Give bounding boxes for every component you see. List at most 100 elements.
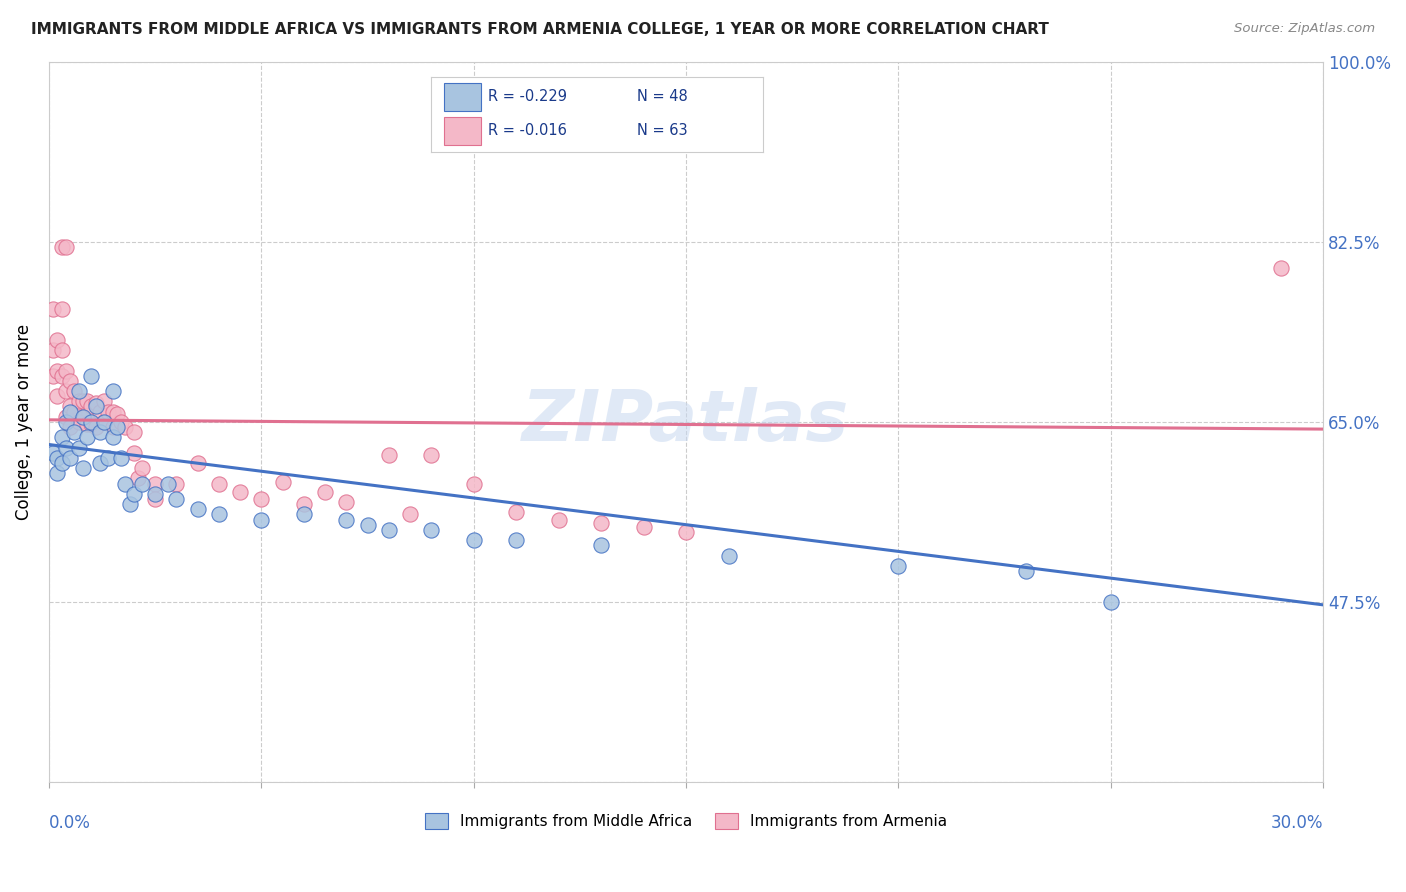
- Point: [46, 467, 69, 481]
- Point: [46, 450, 69, 465]
- Point: [59, 374, 82, 388]
- Point: [420, 448, 443, 462]
- Point: [131, 461, 153, 475]
- Point: [143, 487, 166, 501]
- Point: [229, 484, 252, 499]
- Point: [63, 425, 86, 440]
- Point: [51, 301, 73, 316]
- Point: [122, 425, 145, 440]
- Point: [55, 384, 77, 398]
- Point: [377, 523, 399, 537]
- Point: [399, 508, 422, 522]
- Point: [76, 430, 98, 444]
- Point: [93, 394, 115, 409]
- Point: [46, 389, 69, 403]
- Point: [105, 407, 128, 421]
- Point: [72, 461, 94, 475]
- Point: [335, 495, 357, 509]
- Point: [420, 523, 443, 537]
- Point: [72, 409, 94, 424]
- Point: [271, 475, 294, 489]
- Point: [97, 404, 120, 418]
- Point: [76, 417, 98, 431]
- Point: [250, 512, 273, 526]
- Point: [42, 343, 65, 357]
- Point: [1099, 595, 1122, 609]
- Point: [122, 487, 145, 501]
- Point: [131, 476, 153, 491]
- Point: [292, 497, 315, 511]
- Y-axis label: College, 1 year or more: College, 1 year or more: [15, 324, 32, 520]
- Text: ZIPatlas: ZIPatlas: [523, 387, 849, 457]
- Point: [463, 476, 485, 491]
- Point: [335, 512, 357, 526]
- Point: [80, 417, 103, 431]
- Point: [59, 404, 82, 418]
- Point: [114, 420, 136, 434]
- Point: [208, 508, 231, 522]
- Legend: Immigrants from Middle Africa, Immigrants from Armenia: Immigrants from Middle Africa, Immigrant…: [419, 807, 953, 835]
- Point: [717, 549, 740, 563]
- Point: [63, 384, 86, 398]
- Point: [314, 484, 336, 499]
- Point: [80, 368, 103, 383]
- Point: [1270, 260, 1292, 275]
- Point: [356, 517, 378, 532]
- Point: [55, 363, 77, 377]
- Point: [110, 415, 132, 429]
- Point: [187, 456, 209, 470]
- Point: [55, 441, 77, 455]
- Point: [505, 505, 527, 519]
- Point: [67, 384, 90, 398]
- Text: 30.0%: 30.0%: [1271, 814, 1323, 832]
- Point: [97, 450, 120, 465]
- Point: [292, 508, 315, 522]
- Point: [76, 394, 98, 409]
- Point: [46, 333, 69, 347]
- Point: [72, 409, 94, 424]
- Point: [67, 441, 90, 455]
- Text: Source: ZipAtlas.com: Source: ZipAtlas.com: [1234, 22, 1375, 36]
- Point: [51, 240, 73, 254]
- Point: [675, 524, 697, 539]
- Point: [42, 368, 65, 383]
- Point: [89, 456, 111, 470]
- Point: [101, 384, 124, 398]
- Point: [84, 400, 107, 414]
- Point: [51, 343, 73, 357]
- Point: [887, 558, 910, 573]
- Point: [463, 533, 485, 547]
- Point: [42, 301, 65, 316]
- Point: [250, 491, 273, 506]
- Point: [59, 400, 82, 414]
- Point: [122, 446, 145, 460]
- Point: [187, 502, 209, 516]
- Point: [51, 368, 73, 383]
- Point: [165, 476, 187, 491]
- Point: [84, 420, 107, 434]
- Point: [127, 471, 149, 485]
- Point: [110, 450, 132, 465]
- Point: [591, 516, 613, 530]
- Point: [101, 420, 124, 434]
- Point: [89, 425, 111, 440]
- Point: [67, 415, 90, 429]
- Point: [67, 394, 90, 409]
- Point: [80, 400, 103, 414]
- Point: [84, 396, 107, 410]
- Point: [547, 512, 569, 526]
- Point: [93, 415, 115, 429]
- Point: [377, 448, 399, 462]
- Point: [156, 476, 179, 491]
- Point: [105, 420, 128, 434]
- Point: [118, 497, 141, 511]
- Point: [55, 415, 77, 429]
- Point: [42, 446, 65, 460]
- Point: [591, 538, 613, 552]
- Point: [101, 404, 124, 418]
- Point: [208, 476, 231, 491]
- Point: [59, 450, 82, 465]
- Text: IMMIGRANTS FROM MIDDLE AFRICA VS IMMIGRANTS FROM ARMENIA COLLEGE, 1 YEAR OR MORE: IMMIGRANTS FROM MIDDLE AFRICA VS IMMIGRA…: [31, 22, 1049, 37]
- Point: [143, 476, 166, 491]
- Point: [63, 404, 86, 418]
